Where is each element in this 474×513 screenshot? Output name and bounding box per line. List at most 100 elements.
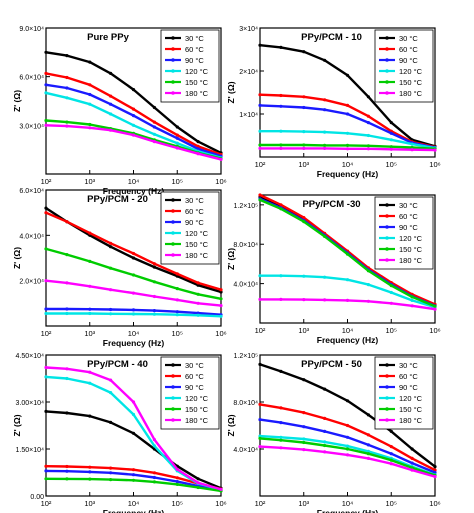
data-point <box>345 112 350 116</box>
legend: 30 °C 60 °C 90 °C 120 °C 150 °C 180 °C <box>160 191 220 265</box>
data-point <box>152 105 156 110</box>
data-point <box>65 411 69 415</box>
data-point <box>279 45 283 50</box>
legend-label: 30 °C <box>185 34 204 43</box>
data-point <box>258 129 262 133</box>
data-point <box>258 93 262 97</box>
x-tick-label: 10² <box>41 177 52 186</box>
data-point <box>131 107 136 111</box>
data-point <box>88 370 92 374</box>
data-point <box>302 298 306 302</box>
legend-label: 30 °C <box>185 361 204 370</box>
data-point <box>152 140 156 144</box>
chart-title: PPy/PCM - 50 <box>301 359 362 370</box>
data-point <box>44 311 48 316</box>
data-point <box>323 108 327 112</box>
legend: 30 °C 60 °C 90 °C 120 °C 150 °C 180 °C <box>374 356 434 430</box>
data-point <box>323 130 327 134</box>
data-point <box>152 438 156 442</box>
y-axis-label: Z' (Ω) <box>12 90 22 112</box>
legend-marker <box>171 80 175 84</box>
legend-marker <box>385 418 389 422</box>
data-point <box>433 470 437 475</box>
data-point <box>131 431 136 435</box>
data-point <box>302 440 306 445</box>
data-point <box>366 443 370 447</box>
data-point <box>175 476 179 480</box>
data-point <box>258 274 262 278</box>
legend-marker <box>385 247 389 251</box>
data-point <box>433 307 437 311</box>
y-axis-label: Z' (Ω) <box>12 247 22 269</box>
data-point <box>366 133 370 138</box>
data-point <box>258 103 262 107</box>
data-point <box>175 310 179 314</box>
legend: 30 °C 60 °C 90 °C 120 °C 150 °C 180 °C <box>160 356 220 430</box>
legend-marker <box>171 242 175 246</box>
data-point <box>323 440 327 444</box>
data-point <box>44 307 48 311</box>
data-point <box>65 124 69 128</box>
data-point <box>175 480 179 484</box>
data-point <box>109 391 113 395</box>
y-tick-label: 2×10⁴ <box>239 69 258 76</box>
data-point <box>196 311 200 315</box>
data-point <box>65 253 69 257</box>
data-point <box>323 443 327 448</box>
data-point <box>131 256 136 260</box>
x-tick-label: 10⁶ <box>215 329 226 338</box>
series-line-6 <box>45 124 222 161</box>
data-point <box>279 446 283 450</box>
data-point <box>131 473 136 477</box>
data-point <box>44 477 48 481</box>
x-tick-label: 10⁵ <box>172 177 183 186</box>
legend-marker <box>385 69 389 73</box>
data-point <box>219 290 223 294</box>
x-tick-label: 10³ <box>84 177 95 186</box>
data-point <box>131 133 136 137</box>
data-point <box>258 434 262 438</box>
legend-box <box>374 29 434 103</box>
data-point <box>410 447 414 451</box>
data-point <box>109 102 113 106</box>
chart-title: Pure PPy <box>87 32 129 43</box>
legend-label: 30 °C <box>399 201 418 210</box>
data-point <box>131 114 136 118</box>
data-point <box>258 143 262 147</box>
data-point <box>196 481 200 485</box>
data-point <box>109 266 113 270</box>
x-tick-label: 10⁶ <box>429 160 440 169</box>
data-point <box>389 131 393 135</box>
data-point <box>323 429 327 433</box>
data-point <box>65 75 69 80</box>
data-point <box>88 477 92 481</box>
data-point <box>109 112 113 116</box>
data-point <box>279 438 283 442</box>
data-point <box>323 98 327 102</box>
data-point <box>109 478 113 482</box>
data-point <box>88 122 92 127</box>
legend-label: 60 °C <box>399 372 418 381</box>
data-point <box>175 133 179 137</box>
data-point <box>389 445 393 449</box>
data-point <box>258 43 262 47</box>
y-tick-label: 6.0×10⁴ <box>19 75 44 82</box>
data-point <box>175 313 179 317</box>
data-point <box>65 54 69 58</box>
legend: 30 °C 60 °C 90 °C 120 °C 150 °C 180 °C <box>160 29 220 103</box>
data-point <box>44 365 48 370</box>
data-point <box>389 147 393 151</box>
x-tick-label: 10² <box>255 326 266 335</box>
data-point <box>109 378 113 382</box>
y-axis-label: Z' (Ω) <box>226 414 236 436</box>
legend-marker <box>385 374 389 378</box>
legend-marker <box>385 236 389 240</box>
data-point <box>65 86 69 90</box>
data-point <box>302 143 306 147</box>
data-point <box>279 104 283 108</box>
data-point <box>88 414 92 418</box>
data-point <box>131 312 136 316</box>
legend-label: 180 °C <box>185 251 209 260</box>
data-point <box>433 465 437 469</box>
data-point <box>175 146 179 150</box>
